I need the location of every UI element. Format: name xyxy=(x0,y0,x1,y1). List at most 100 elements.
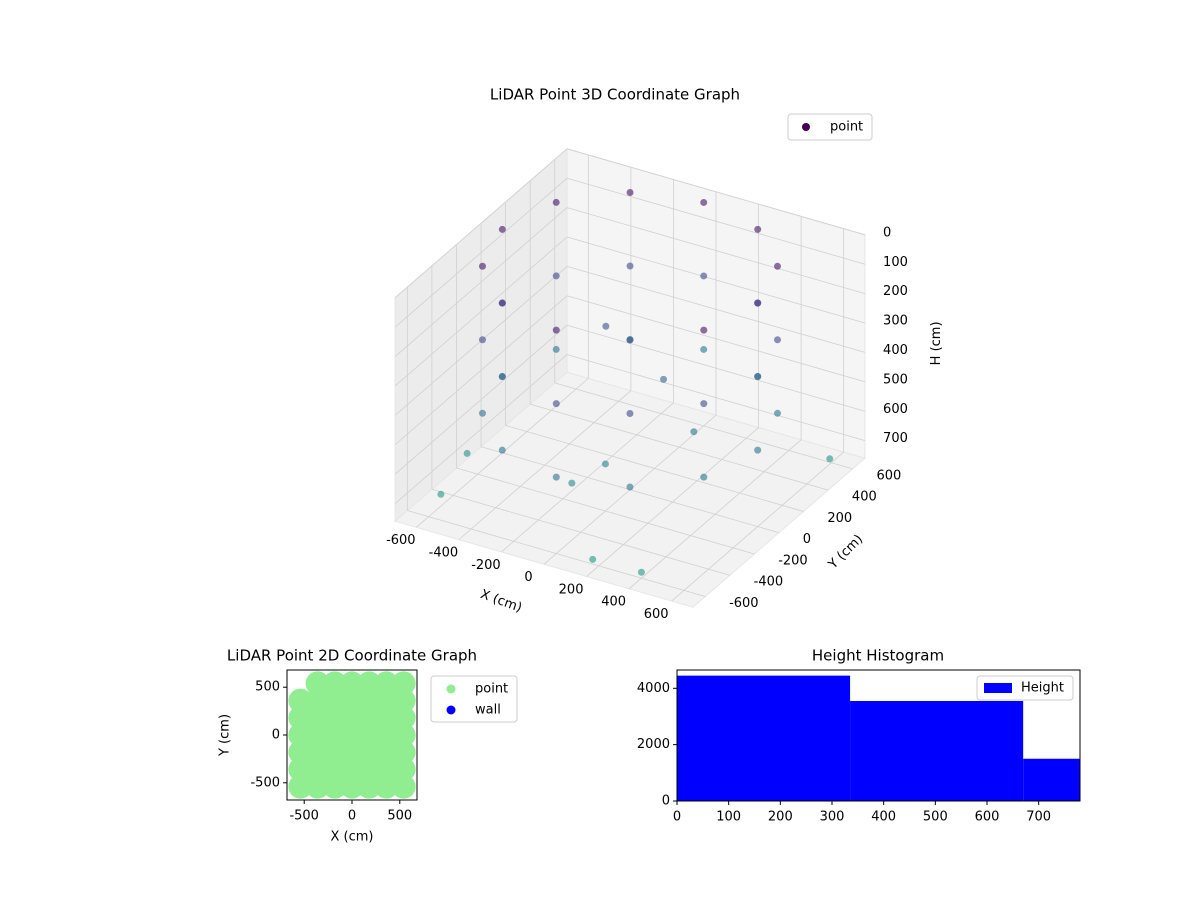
point xyxy=(552,473,560,481)
x-tick-label: 100 xyxy=(716,810,741,825)
point xyxy=(322,671,347,696)
point xyxy=(322,757,347,782)
point xyxy=(305,688,330,713)
x-tick-label: 500 xyxy=(387,809,412,824)
point xyxy=(357,723,382,747)
grid-line xyxy=(566,177,866,265)
point xyxy=(340,774,364,799)
chart-title: LiDAR Point 2D Coordinate Graph xyxy=(227,647,477,665)
grid-line xyxy=(394,354,568,504)
point xyxy=(288,688,313,713)
grid-line xyxy=(394,177,568,328)
y-tick-label: 500 xyxy=(255,680,280,695)
point xyxy=(340,723,364,747)
legend-label: wall xyxy=(475,703,501,718)
grid-line xyxy=(394,324,568,475)
point xyxy=(700,272,708,280)
y-tick-label: 0 xyxy=(803,532,811,547)
z-axis-label: H (cm) xyxy=(929,321,944,365)
chart-histogram: 0 100 200 300 400 500 600 700 0 2000 4000 Height Hei… xyxy=(637,647,1081,825)
chart-2d: point wall -500 0 500 -500 0 500 X (cm) Y (cm) LiD… xyxy=(218,647,518,845)
legend-label: point xyxy=(830,120,863,135)
x-tick-label: 500 xyxy=(923,810,948,825)
grid-line xyxy=(456,467,755,555)
point xyxy=(374,705,399,730)
point xyxy=(552,345,560,353)
point xyxy=(498,446,506,454)
point xyxy=(754,225,762,233)
point xyxy=(288,705,313,730)
point xyxy=(391,740,416,765)
point xyxy=(754,299,762,307)
legend-box xyxy=(787,113,873,141)
point xyxy=(774,262,782,270)
z-tick-label: 700 xyxy=(883,431,908,446)
point xyxy=(700,198,708,206)
point xyxy=(700,473,708,481)
point xyxy=(552,400,560,408)
point xyxy=(391,757,416,782)
point xyxy=(305,723,330,747)
point xyxy=(552,326,560,334)
z-tick-label: 600 xyxy=(883,402,908,417)
z-tick-label: 300 xyxy=(883,314,908,329)
point xyxy=(357,774,382,799)
axes-frame xyxy=(676,669,1081,802)
point xyxy=(774,409,782,417)
point xyxy=(774,336,782,344)
point xyxy=(305,774,330,799)
point xyxy=(357,671,382,696)
point xyxy=(357,705,382,730)
point xyxy=(690,428,698,436)
point xyxy=(322,705,347,730)
chart-title: Height Histogram xyxy=(812,647,944,665)
chart-title: LiDAR Point 3D Coordinate Graph xyxy=(490,86,740,104)
point xyxy=(357,688,382,713)
point xyxy=(357,740,382,765)
legend-box xyxy=(976,675,1074,701)
grid-line xyxy=(566,354,866,441)
point xyxy=(305,705,330,730)
point xyxy=(700,400,708,408)
point xyxy=(305,757,330,782)
point xyxy=(322,688,347,713)
point xyxy=(601,460,609,468)
point xyxy=(826,455,834,463)
point xyxy=(340,757,364,782)
grid-line xyxy=(554,382,853,470)
point xyxy=(305,671,330,696)
bar xyxy=(850,700,1024,801)
bar xyxy=(677,675,851,801)
z-tick-label: 0 xyxy=(883,225,891,240)
grid-line xyxy=(394,236,568,387)
x-tick-label: -600 xyxy=(386,533,416,548)
x-tick-label: 600 xyxy=(644,607,669,622)
point xyxy=(626,189,634,197)
point xyxy=(288,740,313,765)
point xyxy=(568,479,576,487)
point xyxy=(660,375,668,383)
grid-line xyxy=(566,324,866,412)
x-tick-label: 400 xyxy=(871,810,896,825)
y-tick-label: -400 xyxy=(754,575,784,590)
point xyxy=(626,483,634,491)
grid-line xyxy=(407,510,706,597)
point xyxy=(322,723,347,747)
y-tick-label: -200 xyxy=(778,553,808,568)
plot-points xyxy=(288,671,416,799)
y-tick-label: 0 xyxy=(272,728,280,743)
point xyxy=(498,299,506,307)
x-tick-label: 200 xyxy=(768,810,793,825)
point xyxy=(437,490,445,498)
x-axis-label: X (cm) xyxy=(331,830,374,845)
point xyxy=(626,336,634,344)
point xyxy=(305,740,330,765)
y-tick-label: -500 xyxy=(250,775,280,790)
grid-line xyxy=(394,295,568,446)
point xyxy=(374,671,399,696)
legend-marker xyxy=(802,123,810,131)
chart-3d: -600-400-2000200400600-600-400-200020040… xyxy=(386,86,944,622)
y-tick-label: 0 xyxy=(662,794,670,809)
x-tick-label: 0 xyxy=(348,809,356,824)
